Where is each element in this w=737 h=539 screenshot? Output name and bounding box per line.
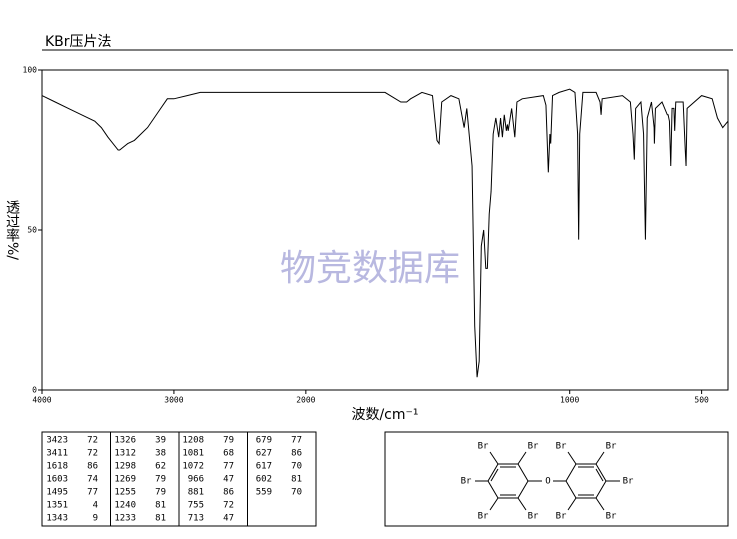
peak-transmittance: 68 — [223, 449, 234, 459]
atom-label: O — [545, 477, 550, 487]
watermark: 物竞数据库 — [280, 248, 460, 289]
atom-label: Br — [623, 477, 634, 487]
structure-bonds — [475, 451, 620, 511]
peak-transmittance: 81 — [155, 501, 166, 511]
peak-wavenumber: 679 — [256, 436, 272, 446]
atom-label: Br — [528, 512, 539, 522]
peak-transmittance: 70 — [291, 462, 302, 472]
peak-transmittance: 77 — [87, 488, 98, 498]
y-tick-label: 0 — [32, 386, 37, 395]
y-tick-label: 50 — [27, 226, 37, 235]
peak-transmittance: 70 — [291, 488, 302, 498]
peak-wavenumber: 1326 — [114, 436, 136, 446]
peak-wavenumber: 1269 — [114, 475, 136, 485]
peak-wavenumber: 1233 — [114, 514, 136, 524]
chart-title: KBr压片法 — [45, 34, 112, 50]
peak-transmittance: 86 — [87, 462, 98, 472]
peak-wavenumber: 1618 — [46, 462, 68, 472]
peak-wavenumber: 1603 — [46, 475, 68, 485]
peak-transmittance: 72 — [87, 436, 98, 446]
atom-label: Br — [606, 442, 617, 452]
x-tick-label: 500 — [694, 396, 709, 405]
peak-transmittance: 86 — [223, 488, 234, 498]
x-axis-label: 波数/cm⁻¹ — [351, 407, 418, 423]
plot-frame — [41, 69, 729, 391]
peak-transmittance: 77 — [223, 462, 234, 472]
peak-wavenumber: 713 — [188, 514, 204, 524]
atom-label: Br — [461, 477, 472, 487]
atom-label: Br — [556, 442, 567, 452]
peak-wavenumber: 755 — [188, 501, 204, 511]
peak-transmittance: 47 — [223, 475, 234, 485]
peak-wavenumber: 1298 — [114, 462, 136, 472]
atom-label: Br — [556, 512, 567, 522]
peak-wavenumber: 617 — [256, 462, 272, 472]
peak-wavenumber: 966 — [188, 475, 204, 485]
peak-wavenumber: 1072 — [182, 462, 204, 472]
y-tick-label: 100 — [23, 66, 38, 75]
spectrum-line — [41, 88, 729, 378]
peak-transmittance: 72 — [87, 449, 98, 459]
peak-transmittance: 77 — [291, 436, 302, 446]
peak-transmittance: 79 — [155, 488, 166, 498]
peak-transmittance: 4 — [93, 501, 98, 511]
peak-transmittance: 74 — [87, 475, 98, 485]
peak-transmittance: 47 — [223, 514, 234, 524]
peak-wavenumber: 1343 — [46, 514, 68, 524]
x-tick-label: 1000 — [560, 396, 579, 405]
peak-wavenumber: 1208 — [182, 436, 204, 446]
x-tick-label: 3000 — [164, 396, 183, 405]
peak-transmittance: 81 — [291, 475, 302, 485]
peak-wavenumber: 1240 — [114, 501, 136, 511]
peak-wavenumber: 1351 — [46, 501, 68, 511]
peak-wavenumber: 1312 — [114, 449, 136, 459]
structure-frame — [384, 431, 729, 527]
x-tick-label: 4000 — [32, 396, 51, 405]
peak-wavenumber: 1081 — [182, 449, 204, 459]
peak-transmittance: 38 — [155, 449, 166, 459]
peak-wavenumber: 1255 — [114, 488, 136, 498]
peak-wavenumber: 559 — [256, 488, 272, 498]
peak-wavenumber: 3423 — [46, 436, 68, 446]
peak-transmittance: 79 — [155, 475, 166, 485]
peak-wavenumber: 602 — [256, 475, 272, 485]
peak-transmittance: 79 — [223, 436, 234, 446]
peak-transmittance: 62 — [155, 462, 166, 472]
atom-label: Br — [528, 442, 539, 452]
atom-label: Br — [606, 512, 617, 522]
peak-wavenumber: 1495 — [46, 488, 68, 498]
peak-wavenumber: 3411 — [46, 449, 68, 459]
peak-transmittance: 9 — [93, 514, 98, 524]
atom-label: Br — [478, 442, 489, 452]
peak-transmittance: 39 — [155, 436, 166, 446]
peak-transmittance: 86 — [291, 449, 302, 459]
peak-transmittance: 72 — [223, 501, 234, 511]
peak-transmittance: 81 — [155, 514, 166, 524]
peak-wavenumber: 627 — [256, 449, 272, 459]
atom-label: Br — [478, 512, 489, 522]
y-axis-label: 透过率%/ — [4, 200, 20, 260]
x-tick-label: 2000 — [296, 396, 315, 405]
peak-wavenumber: 881 — [188, 488, 204, 498]
